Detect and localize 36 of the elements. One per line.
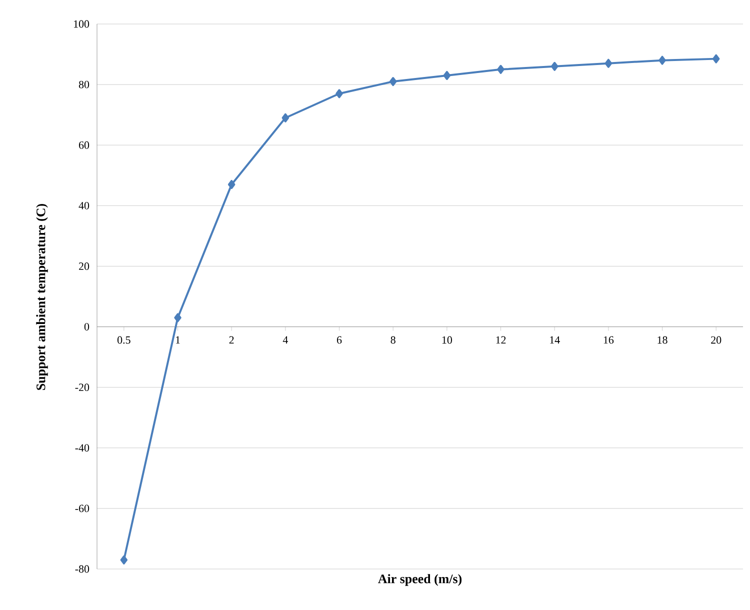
point bbox=[389, 77, 397, 86]
point bbox=[174, 313, 182, 322]
x-tick-label: 10 bbox=[442, 336, 452, 344]
x-axis-title: Air speed (m/s) bbox=[378, 574, 462, 586]
y-tick-label: -40 bbox=[75, 444, 90, 452]
point bbox=[604, 58, 612, 68]
x-tick-label: 0.5 bbox=[117, 336, 130, 344]
point bbox=[550, 62, 558, 71]
x-tick-label: 4 bbox=[282, 336, 288, 344]
y-tick-label: -60 bbox=[75, 504, 90, 512]
x-tick-label: 14 bbox=[550, 336, 560, 344]
point bbox=[658, 56, 666, 65]
x-tick-label: 18 bbox=[658, 336, 668, 344]
point bbox=[497, 64, 504, 74]
y-axis-title: Support ambient temperature (C) bbox=[36, 204, 48, 390]
point bbox=[712, 54, 720, 64]
point bbox=[336, 89, 343, 98]
x-tick-label: 20 bbox=[711, 336, 722, 344]
y-tick-label: 60 bbox=[78, 141, 90, 149]
point bbox=[120, 555, 128, 564]
x-tick-label: 6 bbox=[336, 336, 342, 344]
x-tick-label: 12 bbox=[496, 336, 506, 344]
x-tick-label: 16 bbox=[604, 336, 614, 344]
x-tick-label: 1 bbox=[176, 336, 180, 344]
y-tick-label: 0 bbox=[84, 323, 90, 330]
x-tick-label: 2 bbox=[229, 336, 234, 344]
y-tick-label: 40 bbox=[78, 202, 90, 210]
y-tick-label: 100 bbox=[74, 20, 90, 28]
x-tick-label: 8 bbox=[390, 336, 396, 344]
y-tick-label: 20 bbox=[79, 262, 90, 270]
y-tick-label: -80 bbox=[75, 565, 90, 573]
y-tick-label: 80 bbox=[78, 80, 90, 88]
point bbox=[443, 70, 451, 80]
point bbox=[228, 180, 236, 189]
y-tick-label: -20 bbox=[75, 384, 90, 392]
point bbox=[282, 113, 290, 122]
